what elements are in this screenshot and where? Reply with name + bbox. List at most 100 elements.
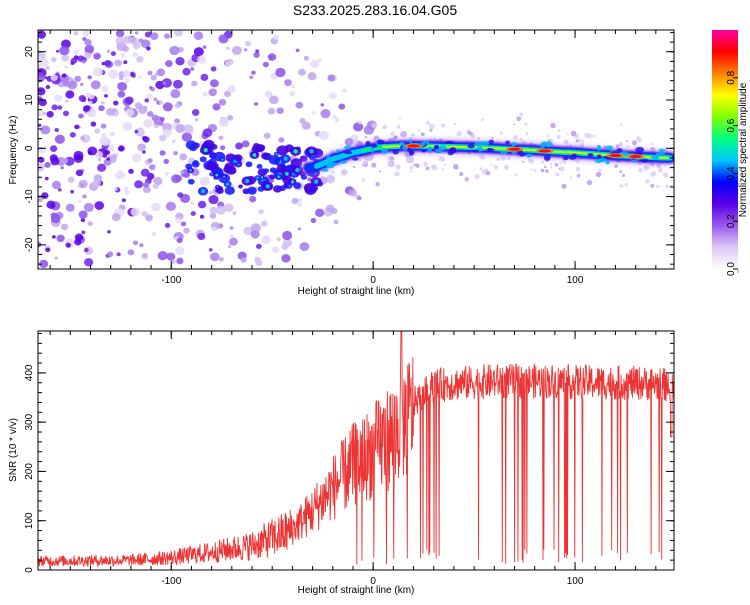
spectrogram-speckle <box>134 129 139 134</box>
ridge-bump <box>365 140 371 147</box>
spectrogram-speckle <box>111 213 121 222</box>
spectrogram-speckle <box>620 123 623 127</box>
spectrogram-speckle <box>132 240 139 246</box>
ridge-bump <box>381 148 388 154</box>
spectrogram-speckle <box>51 235 56 239</box>
spectrogram-blob-core <box>260 176 264 179</box>
spectrogram-speckle <box>50 57 57 63</box>
spectrogram-blob <box>256 164 263 169</box>
ridge-bump <box>376 139 385 145</box>
spectrogram-speckle <box>490 163 493 166</box>
spectrogram-speckle <box>250 223 261 233</box>
spectrogram-speckle <box>208 248 213 252</box>
spectrogram-speckle <box>38 109 45 117</box>
spectrogram-speckle <box>109 131 116 137</box>
spectrogram-speckle <box>481 118 485 122</box>
spectrogram-x-tick-label: 100 <box>567 275 584 286</box>
spectrogram-speckle <box>592 134 596 138</box>
spectrogram-speckle <box>581 139 585 143</box>
spectrogram-speckle <box>634 145 637 148</box>
spectrogram-speckle <box>566 133 569 136</box>
spectrogram-speckle <box>643 164 649 171</box>
spectrogram-speckle <box>70 190 75 194</box>
colorbar-tick-label: 0.6 <box>726 118 737 132</box>
spectrogram-speckle <box>197 55 207 64</box>
spectrogram-speckle <box>146 46 151 51</box>
spectrogram-speckle <box>563 161 566 165</box>
spectrogram-speckle <box>453 122 457 126</box>
spectrogram-speckle <box>332 114 338 120</box>
snr-y-tick-label: 400 <box>24 364 35 381</box>
ridge-bump <box>339 160 348 164</box>
spectrogram-speckle <box>618 142 623 147</box>
spectrogram-speckle <box>56 234 65 243</box>
spectrogram-speckle <box>387 160 395 168</box>
spectrogram-speckle <box>420 132 425 137</box>
spectrogram-speckle <box>191 80 198 87</box>
spectrogram-speckle <box>550 122 556 129</box>
spectrogram-speckle <box>546 134 550 138</box>
spectrogram-speckle <box>227 85 236 93</box>
ridge-bump <box>605 145 614 150</box>
spectrogram-speckle <box>172 79 183 89</box>
ridge-bump <box>605 160 610 165</box>
ridge-bump <box>543 155 551 161</box>
spectrogram-speckle <box>409 165 414 170</box>
spectrogram-speckle <box>227 115 234 121</box>
spectrogram-x-tick-label: 0 <box>370 275 376 286</box>
spectrogram-speckle <box>540 168 545 173</box>
spectrogram-speckle <box>353 122 364 132</box>
spectrogram-speckle <box>429 128 433 132</box>
spectrogram-speckle <box>431 165 438 171</box>
spectrogram-blob <box>210 144 218 150</box>
spectrogram-speckle <box>135 31 139 35</box>
spectrogram-speckle <box>297 227 301 231</box>
spectrogram-speckle <box>132 153 142 163</box>
spectrogram-speckle <box>533 169 537 173</box>
spectrogram-speckle <box>330 170 335 175</box>
spectrogram-speckle <box>561 183 567 189</box>
spectrogram-speckle <box>158 100 164 105</box>
spectrogram-speckle <box>117 90 126 98</box>
spectrogram-speckle <box>80 82 84 87</box>
spectrogram-speckle <box>117 81 128 91</box>
ridge-bump <box>404 141 411 145</box>
spectrogram-speckle <box>115 36 126 46</box>
ridge-bump <box>596 145 602 151</box>
ridge-bump <box>344 145 352 150</box>
spectrogram-speckle <box>62 110 70 117</box>
spectrogram-speckle <box>415 163 420 168</box>
spectrogram-speckle <box>82 194 87 199</box>
spectrogram-speckle <box>153 97 158 102</box>
spectrogram-speckle <box>170 89 181 99</box>
spectrogram-speckle <box>108 69 119 79</box>
spectrogram-speckle <box>549 162 553 166</box>
spectrogram-speckle <box>190 211 196 216</box>
spectrogram-speckle <box>78 179 88 189</box>
spectrogram-speckle <box>235 142 243 150</box>
spectrogram-speckle <box>199 214 205 219</box>
spectrogram-speckle <box>65 242 71 248</box>
snr-frame <box>37 330 675 571</box>
spectrogram-speckle <box>159 134 167 142</box>
spectrogram-speckle <box>57 188 62 192</box>
spectrogram-speckle <box>317 58 322 63</box>
ridge-bump <box>488 139 495 145</box>
spectrogram-speckle <box>524 122 528 126</box>
spectrogram-blob-core <box>201 189 205 194</box>
spectrogram-speckle <box>470 133 476 139</box>
spectrogram-blob <box>276 145 289 156</box>
spectrogram-speckle <box>180 221 187 227</box>
spectrogram-speckle <box>165 60 173 68</box>
spectrogram-speckle <box>84 52 92 59</box>
spectrogram-speckle <box>142 136 150 143</box>
spectrogram-blob-core <box>210 173 213 176</box>
spectrogram-speckle <box>513 135 518 140</box>
spectrogram-speckle <box>70 57 78 64</box>
spectrogram-speckle <box>333 219 339 225</box>
spectrogram-speckle <box>107 230 111 234</box>
spectrogram-blob <box>290 164 297 170</box>
spectrogram-speckle <box>586 133 592 139</box>
spectrogram-speckle <box>297 198 303 203</box>
spectrogram-speckle <box>443 163 447 167</box>
